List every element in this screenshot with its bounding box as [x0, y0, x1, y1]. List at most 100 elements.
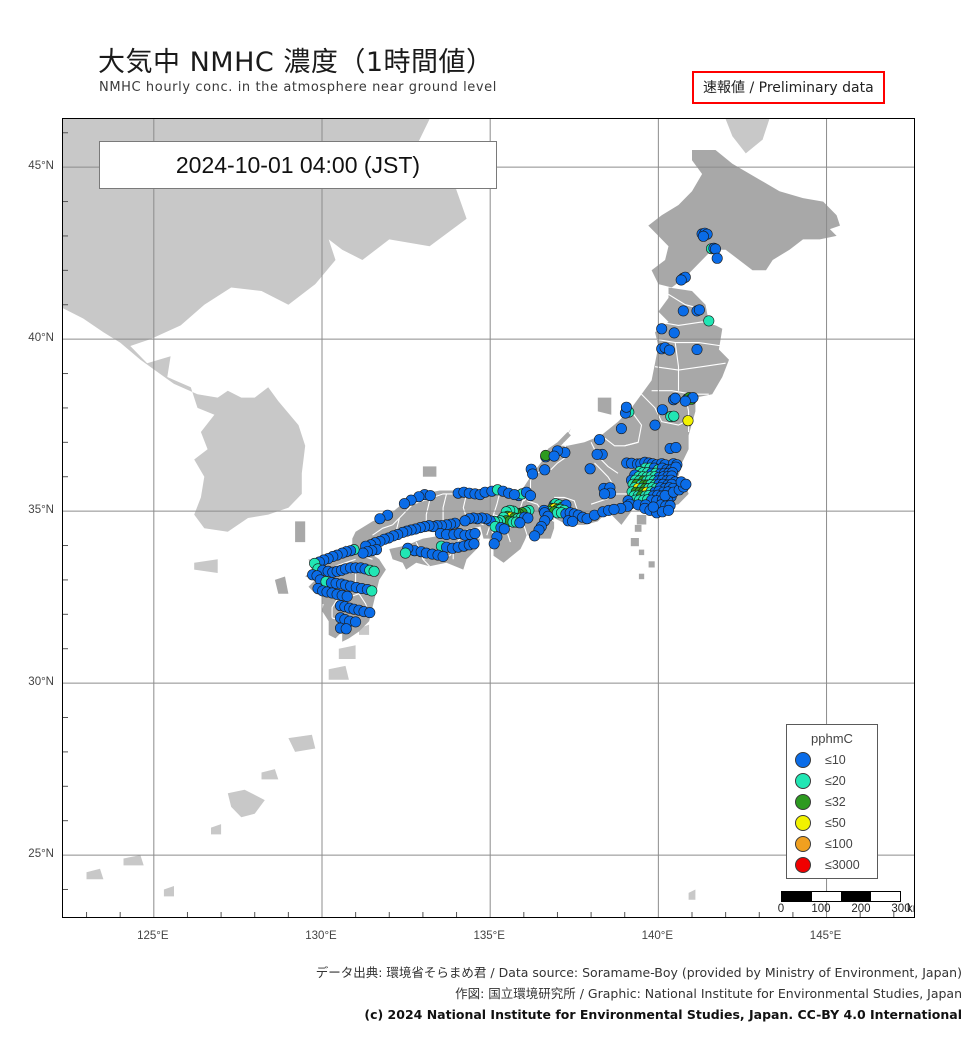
- station-marker: [350, 616, 362, 628]
- legend-item-label: ≤3000: [825, 857, 860, 872]
- izu-island-5: [638, 573, 645, 580]
- scale-bar-segment: [870, 892, 900, 901]
- legend-item: ≤3000: [787, 854, 877, 875]
- prefecture-border-10: [590, 442, 619, 474]
- station-marker: [399, 547, 411, 559]
- station-marker: [670, 441, 682, 453]
- station-marker: [469, 527, 481, 539]
- page-subtitle: NMHC hourly conc. in the atmosphere near…: [99, 80, 497, 95]
- small-island-a: [359, 624, 370, 635]
- prefecture-border-5: [674, 342, 680, 391]
- izu-island-4: [648, 561, 655, 568]
- kume: [211, 824, 222, 835]
- legend-swatch-icon: [795, 772, 811, 789]
- footer-data-source: データ出典: 環境省そらまめ君 / Data source: Soramame-…: [315, 965, 962, 980]
- legend-item: ≤32: [787, 791, 877, 812]
- prefecture-border-51: [335, 558, 356, 567]
- sakhalin: [725, 119, 770, 154]
- scale-bar-tick-label: 300: [891, 903, 911, 915]
- station-marker: [682, 415, 694, 427]
- station-marker: [656, 323, 668, 335]
- x-axis-tick-label: 145°E: [809, 930, 842, 942]
- legend-item-label: ≤50: [825, 815, 846, 830]
- foreign-landmass-layer: [63, 119, 770, 900]
- station-marker: [680, 478, 692, 490]
- prefecture-border-37: [432, 493, 457, 498]
- jeju-island: [194, 559, 218, 573]
- prefecture-border-48: [422, 558, 430, 567]
- station-marker: [697, 230, 709, 242]
- prefecture-border-33: [523, 524, 528, 546]
- station-marker: [656, 404, 668, 416]
- sado-island: [597, 397, 612, 415]
- station-marker: [615, 423, 627, 435]
- station-marker: [527, 468, 539, 480]
- station-marker-layer: [307, 227, 723, 635]
- station-marker: [709, 243, 721, 255]
- prefecture-border-18: [590, 496, 612, 505]
- station-marker: [374, 513, 386, 525]
- legend-swatch-icon: [795, 835, 811, 852]
- scale-bar-tick-label: 200: [851, 903, 871, 915]
- footer: データ出典: 環境省そらまめ君 / Data source: Soramame-…: [0, 962, 980, 1025]
- map-plot: 2024-10-01 04:00 (JST) pphmC ≤10 ≤20 ≤32…: [62, 118, 915, 918]
- mainland-asia: [63, 119, 467, 532]
- station-marker: [679, 395, 691, 407]
- tsushima: [295, 521, 306, 543]
- station-marker: [341, 590, 353, 602]
- scale-bar-segment: [841, 892, 871, 901]
- station-marker: [366, 585, 378, 597]
- footer-copyright: (c) 2024 National Institute for Environm…: [364, 1007, 962, 1022]
- prefecture-border-9: [600, 434, 639, 447]
- station-marker: [693, 304, 705, 316]
- station-marker: [591, 448, 603, 460]
- legend-item-label: ≤100: [825, 836, 853, 851]
- legend-item: ≤10: [787, 749, 877, 770]
- x-axis-tick-label: 140°E: [641, 930, 674, 942]
- station-marker: [488, 538, 500, 550]
- station-marker: [529, 530, 541, 542]
- station-marker: [711, 252, 723, 264]
- small-island-b: [163, 886, 174, 897]
- station-marker: [508, 489, 520, 501]
- prefecture-border-42: [392, 503, 414, 526]
- header: 大気中 NMHC 濃度（1時間値） NMHC hourly conc. in t…: [0, 0, 980, 115]
- prefecture-border-57: [331, 596, 340, 618]
- prefecture-border-2: [654, 338, 723, 347]
- legend-item: ≤100: [787, 833, 877, 854]
- legend-item-label: ≤20: [825, 773, 846, 788]
- legend-item-label: ≤32: [825, 794, 846, 809]
- tokunoshima: [261, 769, 279, 780]
- scale-bar: 0 100 200 300km: [778, 891, 914, 917]
- x-axis-tick-label: 135°E: [473, 930, 505, 942]
- station-marker: [593, 434, 605, 446]
- station-marker: [608, 503, 620, 515]
- scale-bar-labels: 0 100 200 300km: [778, 903, 914, 917]
- izu-island-2: [630, 538, 639, 547]
- izu-island-3: [638, 549, 645, 556]
- station-marker: [424, 490, 436, 502]
- y-axis-tick-label: 30°N: [28, 676, 54, 689]
- station-marker: [584, 463, 596, 475]
- station-marker: [524, 490, 536, 502]
- station-marker: [662, 504, 674, 516]
- oki-islands: [422, 466, 437, 477]
- station-marker: [459, 515, 471, 527]
- station-marker: [668, 410, 680, 422]
- x-axis-tick-label: 125°E: [137, 930, 169, 942]
- hokkaido: [648, 150, 840, 288]
- station-marker: [677, 305, 689, 317]
- prefecture-border-44: [372, 524, 393, 536]
- legend-item: ≤20: [787, 770, 877, 791]
- station-marker: [364, 607, 376, 619]
- station-marker: [663, 344, 675, 356]
- station-marker: [649, 419, 661, 431]
- prefecture-border-3: [654, 362, 726, 371]
- station-marker: [703, 315, 715, 327]
- y-axis-tick-label: 40°N: [28, 332, 54, 345]
- station-marker: [522, 512, 534, 524]
- map-canvas: [63, 119, 914, 917]
- legend-swatch-icon: [795, 751, 811, 768]
- goto-islands: [274, 576, 289, 594]
- legend-swatch-icon: [795, 793, 811, 810]
